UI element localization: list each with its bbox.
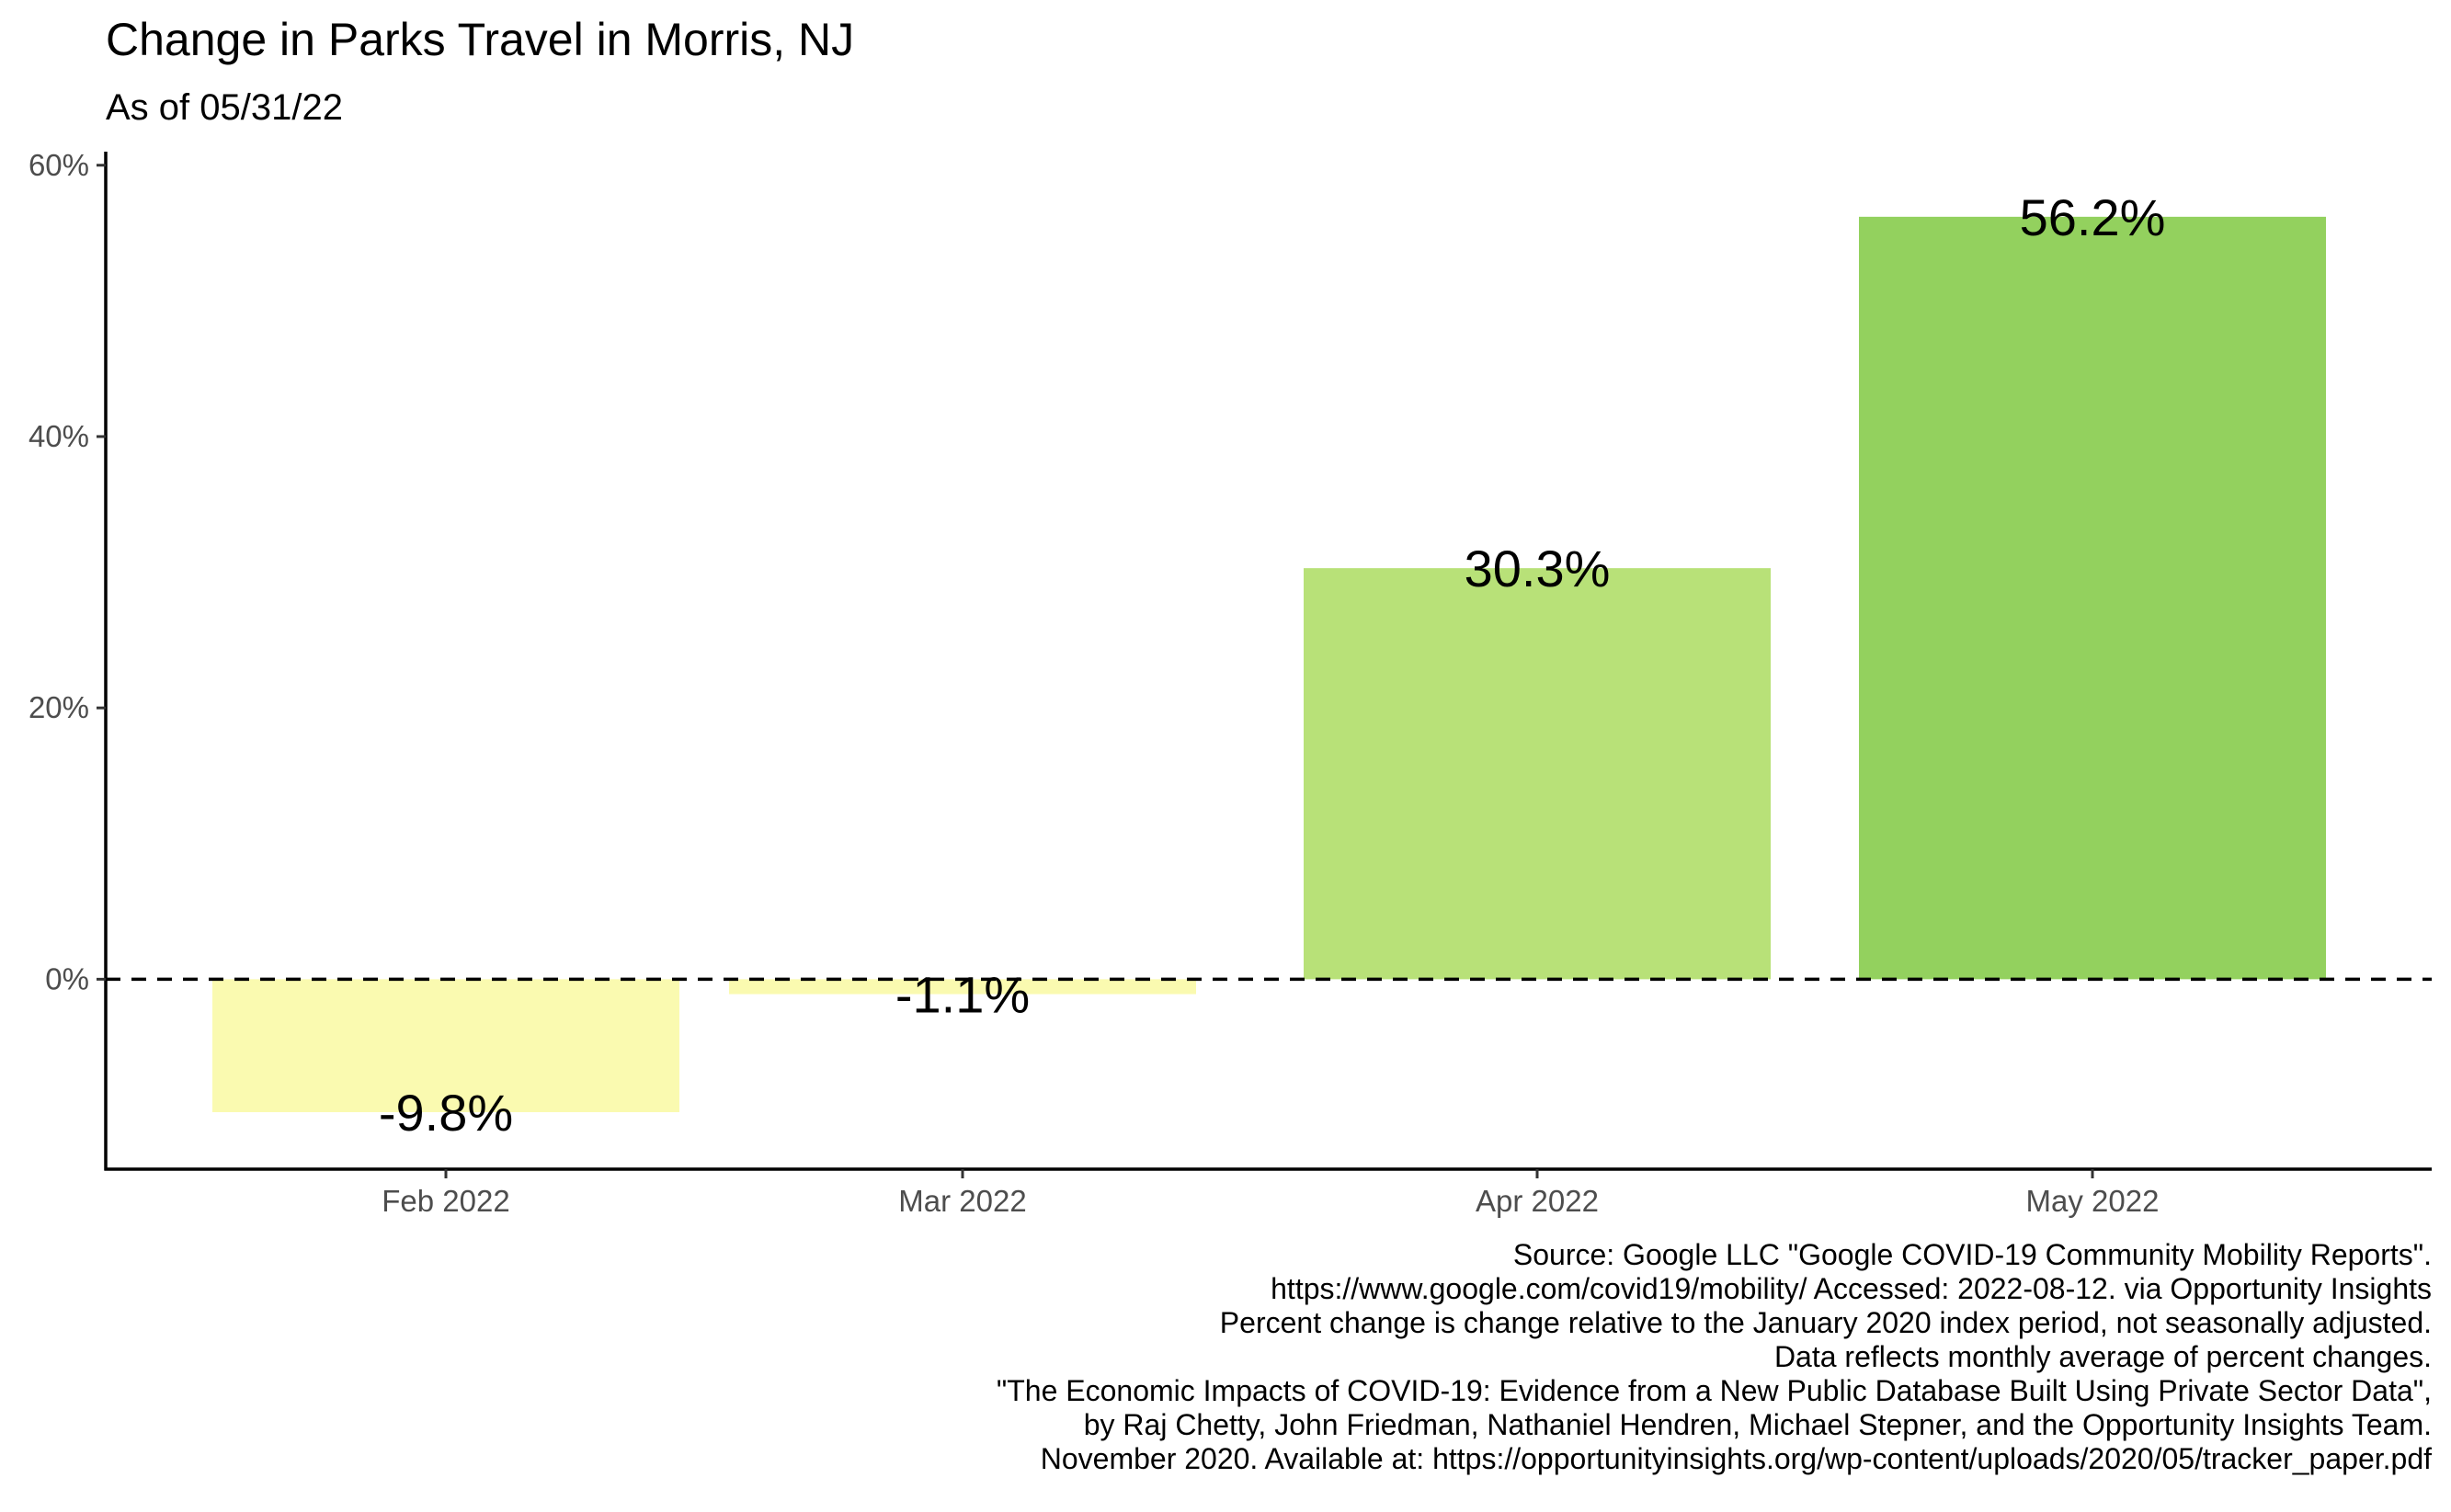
plot-area: 0% 20% 40% 60% Feb 2022 Mar 2022 Apr 2022 May 2…: [28, 148, 2432, 1218]
bar: [1304, 568, 1771, 980]
bar-value-label: -9.8%: [379, 1084, 513, 1142]
caption-line: "The Economic Impacts of COVID-19: Evide…: [997, 1374, 2432, 1407]
caption-line: Percent change is change relative to the…: [1220, 1306, 2432, 1339]
caption: Source: Google LLC "Google COVID-19 Comm…: [997, 1238, 2432, 1475]
caption-line: November 2020. Available at: https://opp…: [1041, 1442, 2432, 1475]
bar-value-label: -1.1%: [895, 966, 1030, 1024]
y-tick-label: 0%: [45, 961, 89, 995]
bar: [212, 979, 679, 1113]
caption-line: Source: Google LLC "Google COVID-19 Comm…: [1513, 1238, 2432, 1271]
x-tick-label: Apr 2022: [1476, 1184, 1599, 1218]
x-tick-label: Mar 2022: [898, 1184, 1026, 1218]
chart-subtitle: As of 05/31/22: [106, 87, 343, 128]
y-tick-label: 20%: [28, 690, 89, 724]
y-tick-label: 40%: [28, 419, 89, 453]
caption-line: https://www.google.com/covid19/mobility/…: [1271, 1272, 2432, 1305]
caption-line: by Raj Chetty, John Friedman, Nathaniel …: [1084, 1408, 2432, 1441]
chart-title: Change in Parks Travel in Morris, NJ: [106, 14, 854, 65]
y-tick-label: 60%: [28, 148, 89, 182]
x-tick-label: Feb 2022: [382, 1184, 509, 1218]
caption-line: Data reflects monthly average of percent…: [1774, 1340, 2432, 1373]
bar: [1859, 216, 2326, 980]
bar-value-label: 56.2%: [2020, 188, 2166, 246]
bar-value-label: 30.3%: [1465, 540, 1611, 597]
x-tick-label: May 2022: [2026, 1184, 2160, 1218]
bar: [729, 979, 1196, 995]
